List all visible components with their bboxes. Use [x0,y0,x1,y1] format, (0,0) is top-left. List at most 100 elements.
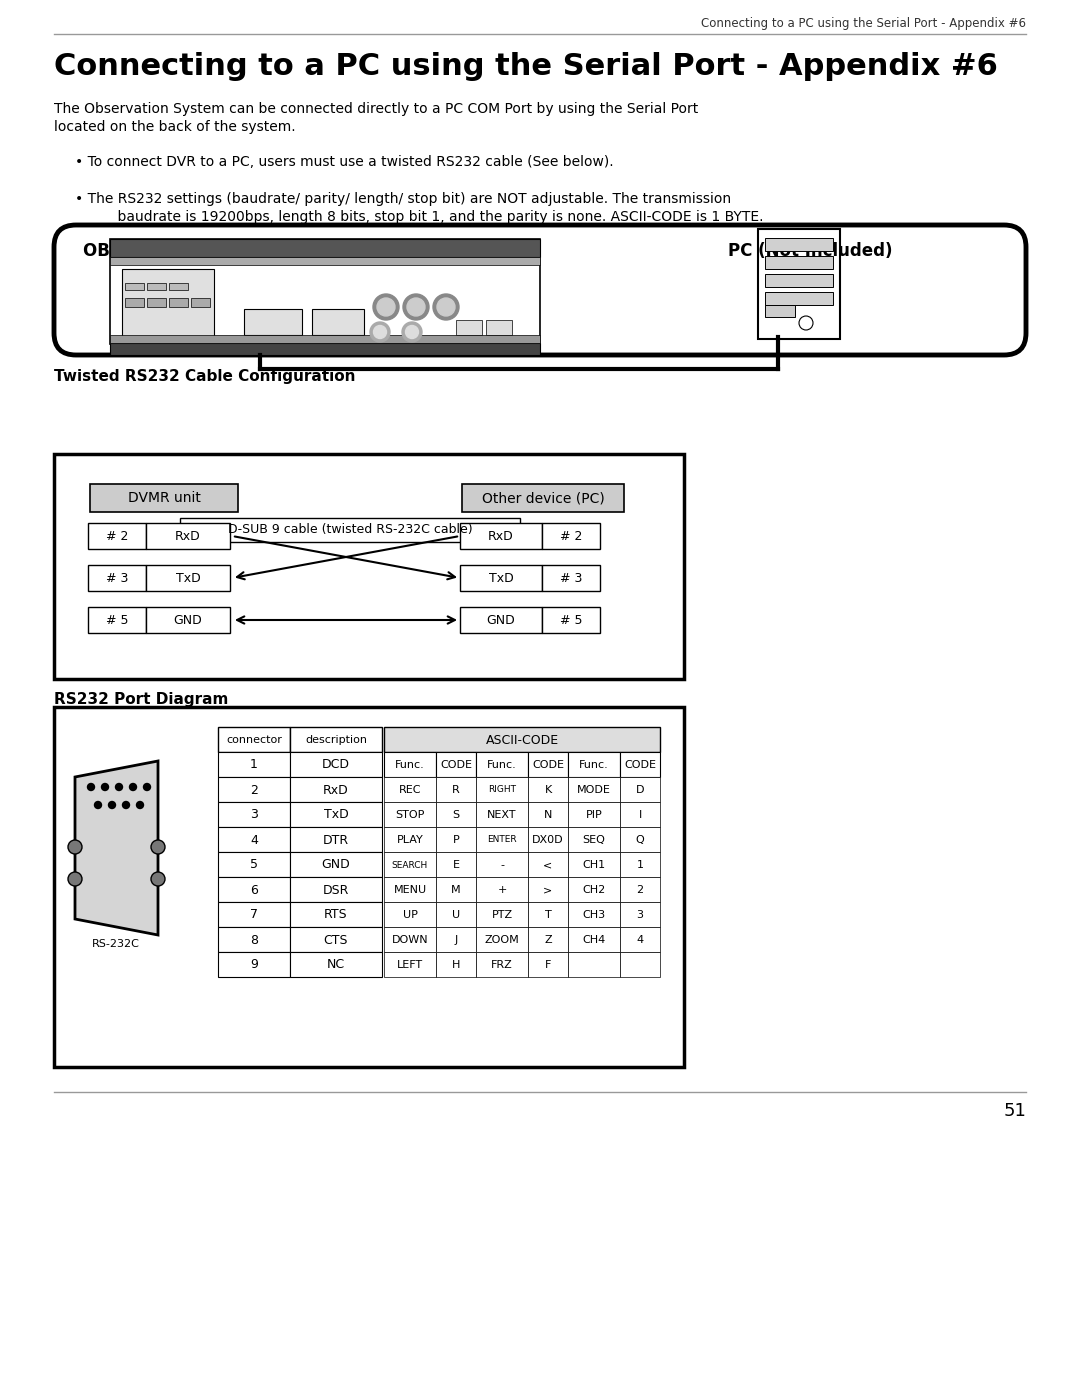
Circle shape [370,321,390,342]
Bar [620,951,660,977]
Text: DOWN: DOWN [392,935,429,944]
Circle shape [102,784,108,791]
Bar [620,777,660,802]
Bar [568,902,620,928]
Text: Q: Q [636,835,645,845]
Bar [476,902,528,928]
Text: D: D [636,785,645,795]
Text: 4: 4 [636,935,644,944]
Bar [542,608,600,633]
Circle shape [407,298,426,316]
Bar [620,877,660,902]
Bar [568,827,620,852]
Bar [436,877,476,902]
Text: Z: Z [544,935,552,944]
Text: 2: 2 [636,886,644,895]
Bar [542,522,600,549]
Bar [620,802,660,827]
Text: # 2: # 2 [559,529,582,542]
Text: E: E [453,861,459,870]
Text: RS-232C: RS-232C [92,939,140,949]
Text: description: description [305,735,367,745]
Bar [384,951,436,977]
Bar [122,270,214,337]
Text: connector: connector [226,735,282,745]
Bar [476,827,528,852]
Text: REC: REC [399,785,421,795]
Text: 3: 3 [251,809,258,821]
Text: NC: NC [327,958,346,971]
Text: >: > [543,886,553,895]
Bar [765,256,833,270]
Bar [436,951,476,977]
Text: # 5: # 5 [559,613,582,626]
Bar [218,852,291,877]
Text: U: U [451,909,460,921]
Bar [218,902,291,928]
Circle shape [116,784,122,791]
Text: 3: 3 [636,909,644,921]
Text: baudrate is 19200bps, length 8 bits, stop bit 1, and the parity is none. ASCII-C: baudrate is 19200bps, length 8 bits, sto… [100,210,764,224]
Bar [758,229,840,339]
Text: # 3: # 3 [559,571,582,584]
Text: ENTER: ENTER [487,835,517,845]
Bar [765,274,833,286]
Bar [620,752,660,777]
Text: TxD: TxD [324,809,349,821]
Bar [291,827,382,852]
Bar [384,802,436,827]
Text: • The RS232 settings (baudrate/ parity/ length/ stop bit) are NOT adjustable. Th: • The RS232 settings (baudrate/ parity/ … [75,191,731,205]
Text: Twisted RS232 Cable Configuration: Twisted RS232 Cable Configuration [54,369,355,384]
Bar [146,564,230,591]
Text: RxD: RxD [488,529,514,542]
Text: located on the back of the system.: located on the back of the system. [54,120,296,134]
Circle shape [122,802,130,809]
Text: M: M [451,886,461,895]
Text: CODE: CODE [624,760,656,770]
Bar [436,777,476,802]
Circle shape [403,293,429,320]
Bar [462,483,624,511]
Circle shape [374,326,387,338]
Bar [110,239,540,257]
Text: RxD: RxD [175,529,201,542]
Text: 1: 1 [636,861,644,870]
Text: The Observation System can be connected directly to a PC COM Port by using the S: The Observation System can be connected … [54,102,699,116]
Circle shape [151,840,165,854]
Bar [436,902,476,928]
Bar [542,564,600,591]
Text: UP: UP [403,909,418,921]
Text: DSR: DSR [323,883,349,897]
Bar [218,726,291,752]
Text: RxD: RxD [323,784,349,796]
Text: Func.: Func. [487,760,517,770]
Text: 7: 7 [249,908,258,922]
Bar [110,257,540,265]
Bar [291,852,382,877]
Bar [54,454,684,679]
Text: SEQ: SEQ [582,835,606,845]
Text: # 2: # 2 [106,529,129,542]
Bar [528,928,568,951]
Text: DX0D: DX0D [532,835,564,845]
Bar [528,752,568,777]
Bar [476,752,528,777]
Text: CH4: CH4 [582,935,606,944]
Circle shape [87,784,95,791]
Text: 2: 2 [251,784,258,796]
Bar [476,852,528,877]
Bar [456,320,482,335]
Bar [568,802,620,827]
Bar [460,608,542,633]
Polygon shape [75,761,158,935]
Text: GND: GND [322,859,350,872]
Bar [486,320,512,335]
Text: <: < [543,861,553,870]
Text: P: P [453,835,459,845]
Bar [218,777,291,802]
Bar [528,852,568,877]
Text: Func.: Func. [395,760,424,770]
Bar [87,522,146,549]
Bar [110,344,540,355]
Bar [528,802,568,827]
